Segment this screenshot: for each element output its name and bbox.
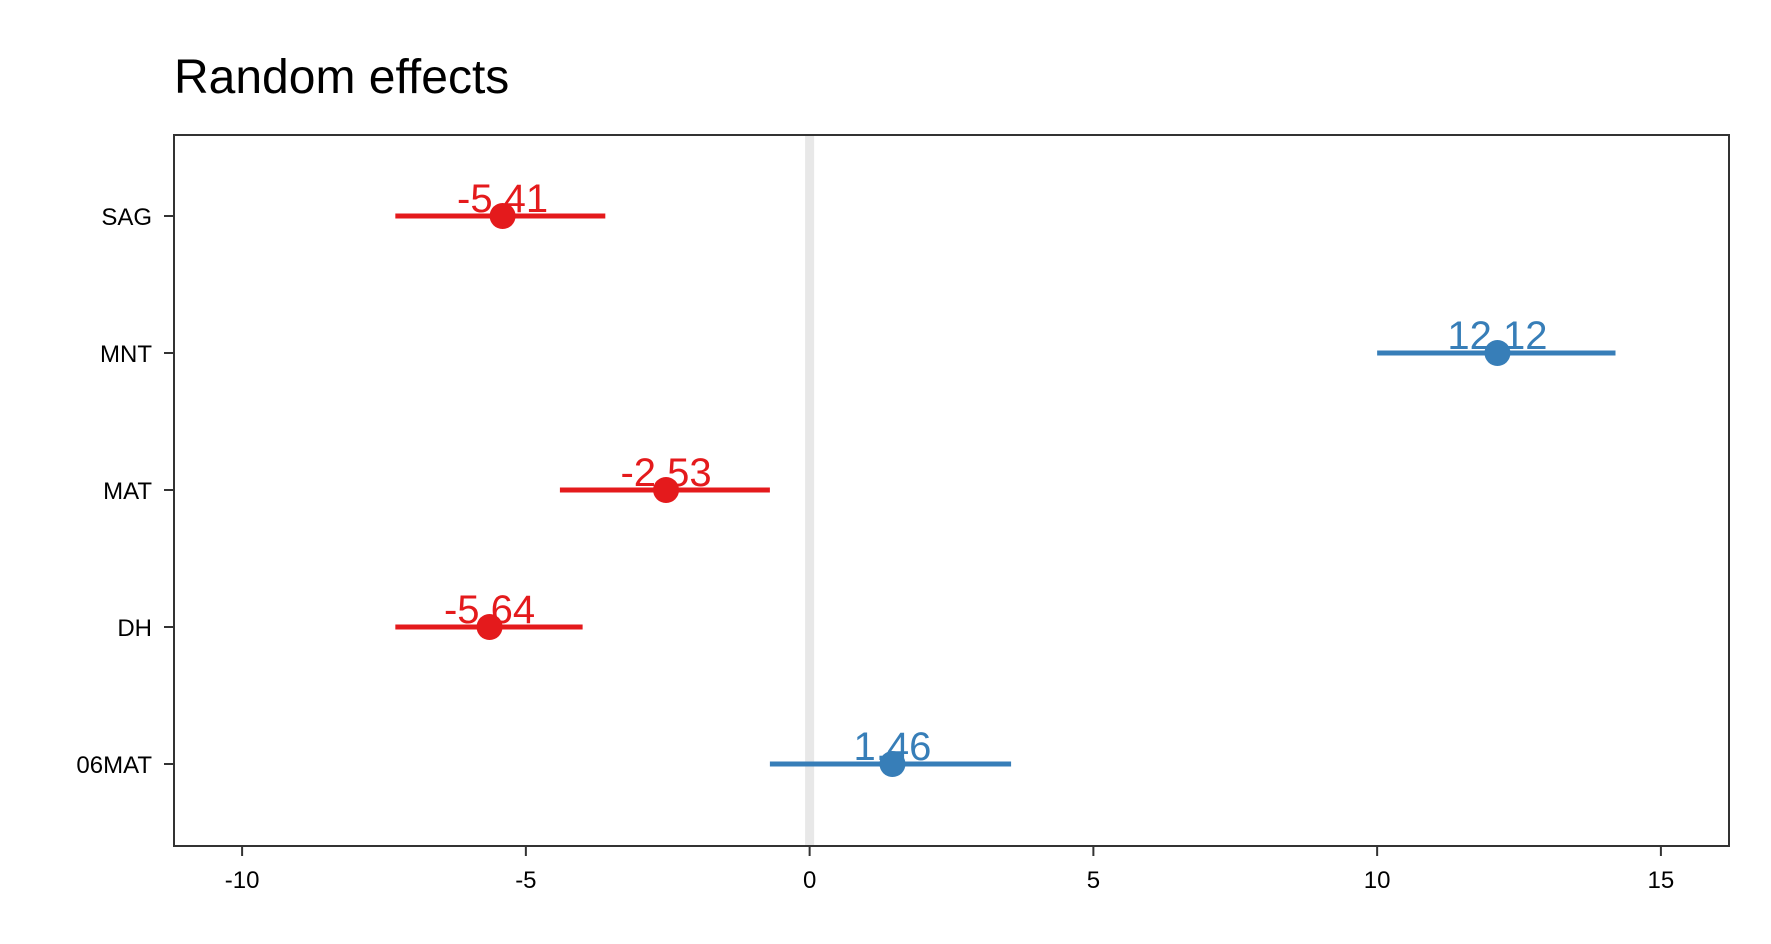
y-tick-label: MNT (100, 341, 152, 368)
value-label: 1.46 (854, 725, 932, 769)
x-tick-label: -10 (225, 867, 260, 894)
value-label: -5.64 (444, 588, 535, 632)
point-estimate (489, 203, 516, 229)
value-label: 12.12 (1447, 314, 1547, 358)
x-tick-label: 15 (1648, 867, 1675, 894)
point-estimate (1484, 340, 1511, 366)
value-label: -2.53 (620, 451, 711, 495)
x-tick-label: 10 (1364, 867, 1391, 894)
y-tick-label: MAT (103, 478, 152, 505)
point-estimate (653, 477, 680, 503)
x-tick-label: -5 (515, 867, 536, 894)
x-tick-label: 5 (1087, 867, 1100, 894)
x-tick-label: 0 (803, 867, 816, 894)
value-label: -5.41 (457, 177, 548, 221)
y-tick-label: SAG (101, 204, 152, 231)
plot-border (173, 134, 1730, 847)
point-estimate (879, 751, 906, 777)
y-tick-label: 06MAT (76, 752, 152, 779)
point-estimate (476, 614, 503, 640)
y-tick-label: DH (117, 615, 152, 642)
chart-title: Random effects (174, 51, 510, 104)
